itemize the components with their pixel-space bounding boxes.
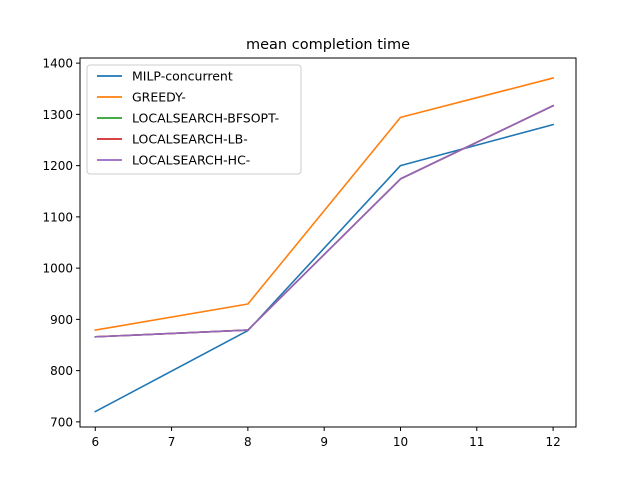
y-tick-label: 1000 <box>42 262 73 276</box>
legend: MILP-concurrent GREEDY- LOCALSEARCH-BFSOPT… <box>86 64 302 175</box>
y-tick-label: 1100 <box>42 210 73 224</box>
legend-label: LOCALSEARCH-LB- <box>132 132 248 147</box>
y-tick-label: 1400 <box>42 57 73 71</box>
plot-area-frame <box>79 57 577 428</box>
x-tick-label: 10 <box>393 435 408 449</box>
legend-label: GREEDY- <box>132 90 186 105</box>
series-line-2 <box>94 77 555 332</box>
y-tick-label: 700 <box>50 415 73 429</box>
y-tick-label: 800 <box>50 364 73 378</box>
series-layer <box>94 77 555 413</box>
x-tick-label: 8 <box>244 435 252 449</box>
legend-label: MILP-concurrent <box>132 69 233 84</box>
x-tick-label: 6 <box>91 435 99 449</box>
legend-frame <box>86 64 302 175</box>
chart-title: mean completion time <box>246 37 410 53</box>
y-tick-label: 900 <box>50 313 73 327</box>
x-tick-label: 9 <box>320 435 328 449</box>
legend-label: LOCALSEARCH-BFSOPT- <box>132 111 279 126</box>
x-tick-label: 11 <box>469 435 484 449</box>
x-axis: 6 7 8 9 10 11 12 <box>91 427 561 449</box>
series-line-1 <box>94 123 555 413</box>
series-line-5 <box>94 104 555 338</box>
y-axis: 700 800 900 1000 1100 1200 1300 1400 <box>42 57 80 429</box>
y-tick-label: 1200 <box>42 159 73 173</box>
x-tick-label: 12 <box>545 435 560 449</box>
x-tick-label: 7 <box>168 435 176 449</box>
y-tick-label: 1300 <box>42 108 73 122</box>
legend-label: LOCALSEARCH-HC- <box>132 153 250 168</box>
